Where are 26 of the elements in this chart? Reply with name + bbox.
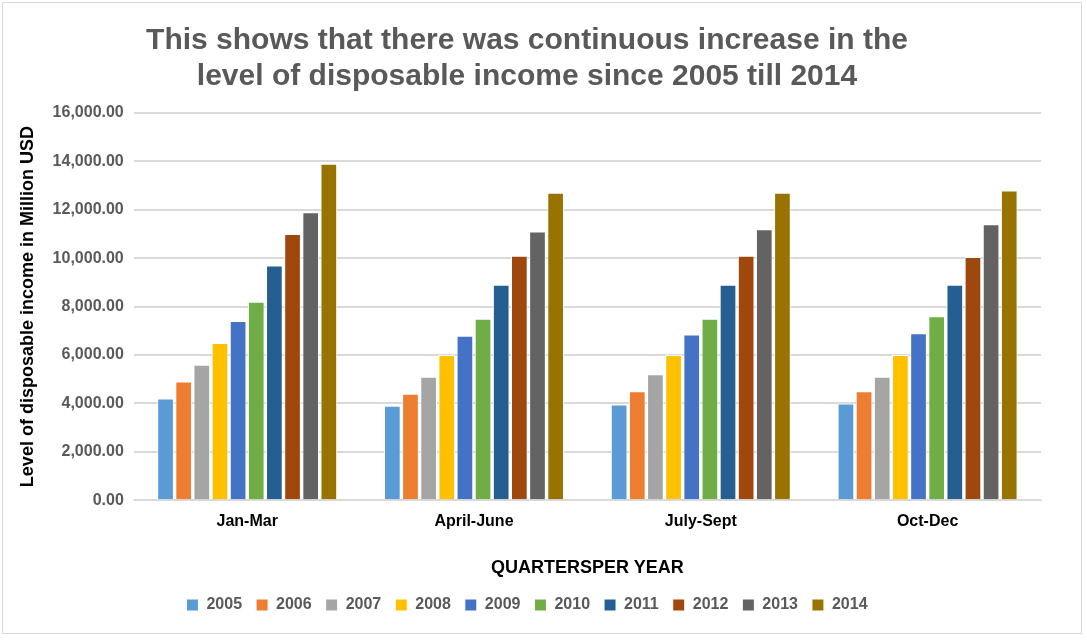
y-tick-label: 2,000.00 xyxy=(61,442,124,460)
legend-label: 2011 xyxy=(624,595,659,613)
x-tick-label: Jan-Mar xyxy=(216,512,278,530)
y-tick-label: 14,000.00 xyxy=(52,151,124,169)
x-tick-label: July-Sept xyxy=(664,512,738,530)
y-axis-title: Level of disposable income in Million USD xyxy=(16,126,37,488)
legend-label: 2008 xyxy=(415,595,451,613)
y-tick-label: 4,000.00 xyxy=(61,393,124,411)
legend-label: 2005 xyxy=(206,595,243,613)
y-tick-label: 6,000.00 xyxy=(61,345,124,363)
legend-label: 2012 xyxy=(692,595,729,613)
x-axis-title: QUARTERSPER YEAR xyxy=(491,557,684,578)
chart-title: This shows that there was continuous increase in the level of disposable income since 2005 till 2014 xyxy=(146,22,908,92)
y-tick-label: 12,000.00 xyxy=(52,200,124,218)
legend-label: 2013 xyxy=(762,595,799,613)
legend-label: 2007 xyxy=(345,595,382,613)
y-tick-label: 8,000.00 xyxy=(61,297,124,315)
legend-label: 2010 xyxy=(554,595,591,613)
legend-label: 2009 xyxy=(484,595,521,613)
legend-label: 2006 xyxy=(276,595,312,613)
x-tick-label: April-June xyxy=(434,512,514,530)
x-tick-label: Oct-Dec xyxy=(896,512,959,530)
y-tick-label: 10,000.00 xyxy=(52,248,124,266)
y-tick-label: 0.00 xyxy=(92,490,124,508)
y-tick-label: 16,000.00 xyxy=(52,103,124,121)
legend-label: 2014 xyxy=(831,595,868,613)
